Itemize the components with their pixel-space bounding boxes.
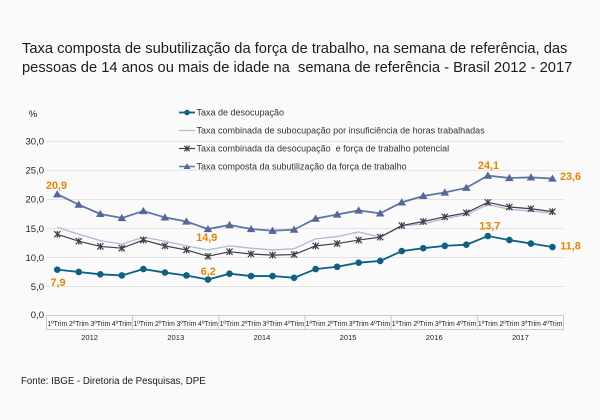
svg-text:2ºTrim: 2ºTrim bbox=[241, 321, 261, 328]
svg-text:Taxa combinada de subocupação: Taxa combinada de subocupação por insufi… bbox=[197, 126, 486, 136]
svg-text:2ºTrim: 2ºTrim bbox=[499, 321, 519, 328]
svg-text:4ºTrim: 4ºTrim bbox=[456, 321, 476, 328]
svg-text:2015: 2015 bbox=[340, 333, 357, 342]
svg-text:4ºTrim: 4ºTrim bbox=[370, 321, 390, 328]
svg-text:3ºTrim: 3ºTrim bbox=[521, 321, 541, 328]
svg-text:11,8: 11,8 bbox=[560, 241, 580, 253]
svg-text:23,6: 23,6 bbox=[560, 171, 581, 183]
svg-text:3ºTrim: 3ºTrim bbox=[435, 321, 455, 328]
svg-text:4ºTrim: 4ºTrim bbox=[112, 321, 132, 328]
svg-text:1ºTrim: 1ºTrim bbox=[392, 321, 412, 328]
svg-text:1ºTrim: 1ºTrim bbox=[133, 321, 153, 328]
svg-text:Taxa composta da subutilização: Taxa composta da subutilização da força … bbox=[197, 162, 407, 172]
svg-text:4ºTrim: 4ºTrim bbox=[198, 321, 218, 328]
svg-text:1ºTrim: 1ºTrim bbox=[478, 321, 498, 328]
svg-text:1ºTrim: 1ºTrim bbox=[306, 321, 326, 328]
svg-text:3ºTrim: 3ºTrim bbox=[349, 321, 369, 328]
svg-text:4ºTrim: 4ºTrim bbox=[284, 321, 304, 328]
svg-text:15,0: 15,0 bbox=[26, 224, 45, 235]
svg-text:2ºTrim: 2ºTrim bbox=[155, 321, 175, 328]
svg-text:6,2: 6,2 bbox=[201, 266, 216, 278]
svg-text:0,0: 0,0 bbox=[31, 310, 44, 321]
svg-text:3ºTrim: 3ºTrim bbox=[177, 321, 197, 328]
svg-text:30,0: 30,0 bbox=[26, 137, 45, 148]
svg-text:1ºTrim: 1ºTrim bbox=[220, 321, 240, 328]
svg-text:2ºTrim: 2ºTrim bbox=[327, 321, 347, 328]
svg-text:2017: 2017 bbox=[512, 333, 529, 342]
svg-text:5,0: 5,0 bbox=[31, 282, 44, 293]
svg-text:20,0: 20,0 bbox=[26, 195, 45, 206]
svg-text:2012: 2012 bbox=[81, 333, 98, 342]
svg-text:2014: 2014 bbox=[253, 333, 270, 342]
svg-text:25,0: 25,0 bbox=[26, 166, 45, 177]
svg-text:2016: 2016 bbox=[426, 333, 443, 342]
svg-text:20,9: 20,9 bbox=[46, 180, 67, 192]
svg-text:7,9: 7,9 bbox=[50, 277, 65, 289]
svg-text:3ºTrim: 3ºTrim bbox=[263, 321, 283, 328]
svg-text:2013: 2013 bbox=[167, 333, 184, 342]
svg-text:14,9: 14,9 bbox=[196, 232, 217, 244]
svg-text:4ºTrim: 4ºTrim bbox=[543, 321, 563, 328]
svg-text:Taxa combinada da desocupação: Taxa combinada da desocupação e força de… bbox=[197, 144, 450, 154]
svg-text:Taxa de desocupação: Taxa de desocupação bbox=[197, 108, 285, 118]
svg-text:24,1: 24,1 bbox=[478, 160, 499, 172]
svg-text:%: % bbox=[29, 109, 38, 120]
svg-text:13,7: 13,7 bbox=[479, 221, 500, 233]
svg-text:3ºTrim: 3ºTrim bbox=[90, 321, 110, 328]
svg-text:1ºTrim: 1ºTrim bbox=[47, 321, 67, 328]
svg-text:2ºTrim: 2ºTrim bbox=[413, 321, 433, 328]
svg-text:2ºTrim: 2ºTrim bbox=[69, 321, 89, 328]
svg-text:10,0: 10,0 bbox=[26, 253, 45, 264]
